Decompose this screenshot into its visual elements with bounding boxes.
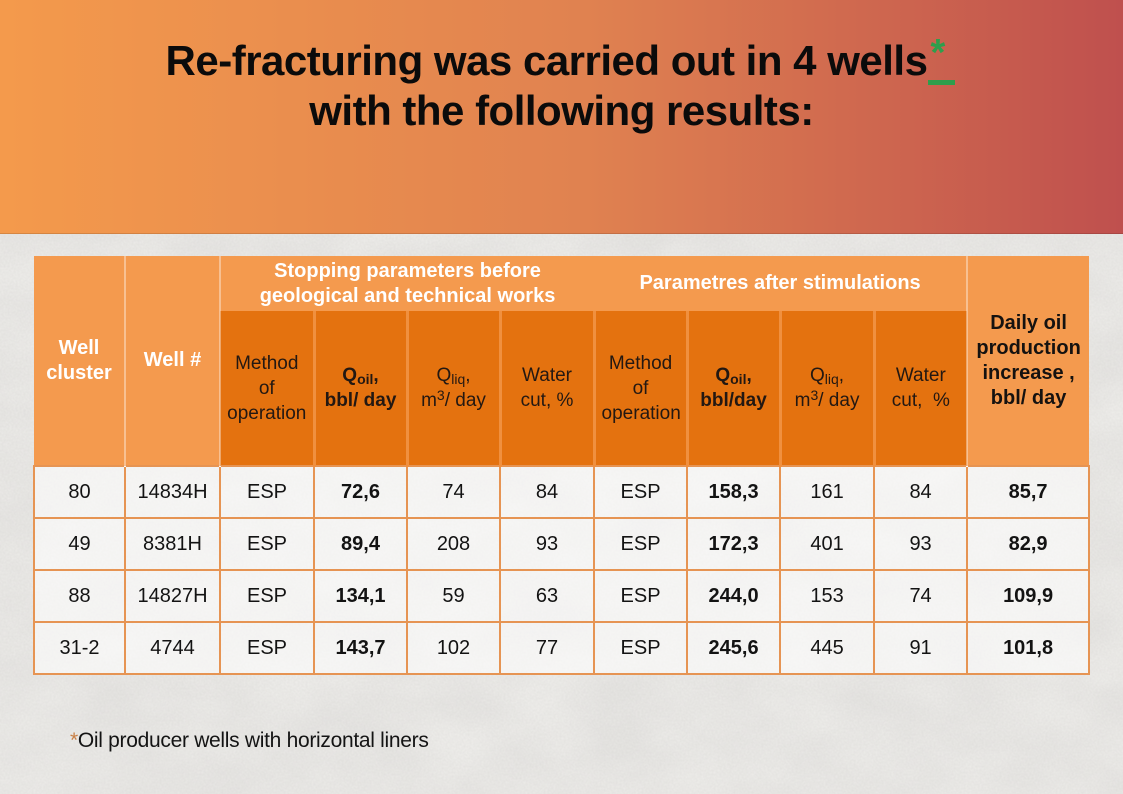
group-header-after: Parametres after stimulations: [594, 256, 968, 311]
data-cell: ESP: [593, 465, 689, 519]
data-cell: ESP: [593, 569, 689, 623]
table-row: 80 14834H ESP 72,6 74 84 ESP 158,3 161 8…: [33, 465, 1091, 519]
data-cell: ESP: [219, 517, 315, 571]
col-header-well-number: Well #: [125, 256, 221, 466]
data-cell: 245,6: [686, 621, 782, 675]
data-cell: 161: [779, 465, 876, 519]
data-cell: 208: [406, 517, 501, 571]
table-row: 88 14827H ESP 134,1 59 63 ESP 244,0 153 …: [33, 569, 1091, 623]
data-cell: 72,6: [313, 465, 408, 519]
data-cell: 82,9: [966, 517, 1091, 571]
data-cell: 89,4: [313, 517, 408, 571]
data-cell: 143,7: [313, 621, 408, 675]
data-cell: 59: [406, 569, 501, 623]
data-cell: 445: [779, 621, 876, 675]
data-cell: 134,1: [313, 569, 408, 623]
data-cell: 8381H: [124, 517, 221, 571]
col-header-qliq-after: Qliq, m3/ day: [780, 311, 876, 466]
data-cell: ESP: [219, 621, 315, 675]
footnote-text: Oil producer wells with horizontal liner…: [77, 729, 429, 752]
footnote: *Oil producer wells with horizontal line…: [70, 729, 429, 753]
footnote-marker: *: [70, 729, 78, 752]
col-header-method-before: Method of operation: [220, 311, 316, 466]
footnote-link[interactable]: *: [927, 32, 957, 85]
qliq-before-symbol: Qliq,: [436, 365, 471, 387]
data-cell: ESP: [593, 621, 689, 675]
qliq-after-unit: m3/ day: [794, 387, 860, 411]
qoil-before-unit: bbl/ day: [324, 390, 397, 411]
data-cell: 31-2: [33, 621, 126, 675]
qoil-after-unit: bbl/day: [700, 390, 767, 411]
data-cell: 91: [873, 621, 969, 675]
qoil-before-symbol: Qoil,: [342, 365, 379, 387]
data-cell: ESP: [593, 517, 689, 571]
group-header-before: Stopping parameters before geological an…: [220, 256, 595, 311]
data-cell: 77: [498, 621, 596, 675]
footnote-underline: [928, 80, 956, 85]
data-cell: 14834H: [124, 465, 221, 519]
col-header-water-before: Water cut, %: [500, 311, 596, 466]
title-line1-text: Re-fracturing was carried out in 4 wells: [165, 37, 928, 84]
data-cell: 4744: [124, 621, 221, 675]
data-cell: 93: [498, 517, 596, 571]
qliq-before-unit: m3/ day: [421, 387, 486, 411]
data-cell: 172,3: [686, 517, 782, 571]
footnote-asterisk: *: [930, 32, 945, 74]
title-banner: Re-fracturing was carried out in 4 wells…: [0, 0, 1123, 234]
col-header-qliq-before: Qliq, m3/ day: [407, 311, 502, 466]
data-cell: 84: [498, 465, 596, 519]
data-cell: 153: [779, 569, 876, 623]
data-cell: 80: [33, 465, 126, 519]
data-cell: 74: [873, 569, 969, 623]
col-header-well-cluster: Well cluster: [34, 256, 126, 466]
qoil-after-symbol: Qoil,: [715, 365, 752, 387]
data-cell: 109,9: [966, 569, 1091, 623]
data-cell: 101,8: [966, 621, 1091, 675]
data-cell: 158,3: [686, 465, 782, 519]
data-cell: ESP: [219, 569, 315, 623]
data-cell: 244,0: [686, 569, 782, 623]
col-header-qoil-before: Qoil, bbl/ day: [314, 311, 409, 466]
data-cell: 49: [33, 517, 126, 571]
slide-title: Re-fracturing was carried out in 4 wells…: [0, 0, 1123, 136]
table-row: 31-2 4744 ESP 143,7 102 77 ESP 245,6 445…: [33, 621, 1091, 675]
data-cell: 93: [873, 517, 969, 571]
title-line2-text: with the following results:: [309, 87, 814, 134]
qliq-after-symbol: Qliq,: [810, 365, 845, 387]
data-cell: 14827H: [124, 569, 221, 623]
data-cell: 84: [873, 465, 969, 519]
col-header-water-after: Water cut, %: [874, 311, 968, 466]
table-row: 49 8381H ESP 89,4 208 93 ESP 172,3 401 9…: [33, 517, 1091, 571]
data-cell: 102: [406, 621, 501, 675]
data-cell: ESP: [219, 465, 315, 519]
title-line-1: Re-fracturing was carried out in 4 wells…: [0, 32, 1123, 86]
col-header-daily-increase: Daily oil production increase , bbl/ day: [966, 256, 1090, 466]
results-table: Well cluster Well # Stopping parameters …: [33, 256, 1091, 675]
data-cell: 88: [33, 569, 126, 623]
data-cell: 85,7: [966, 465, 1091, 519]
data-cell: 401: [779, 517, 876, 571]
data-cell: 63: [498, 569, 596, 623]
col-header-method-after: Method of operation: [594, 311, 689, 466]
data-cell: 74: [406, 465, 501, 519]
col-header-qoil-after: Qoil, bbl/day: [687, 311, 782, 466]
